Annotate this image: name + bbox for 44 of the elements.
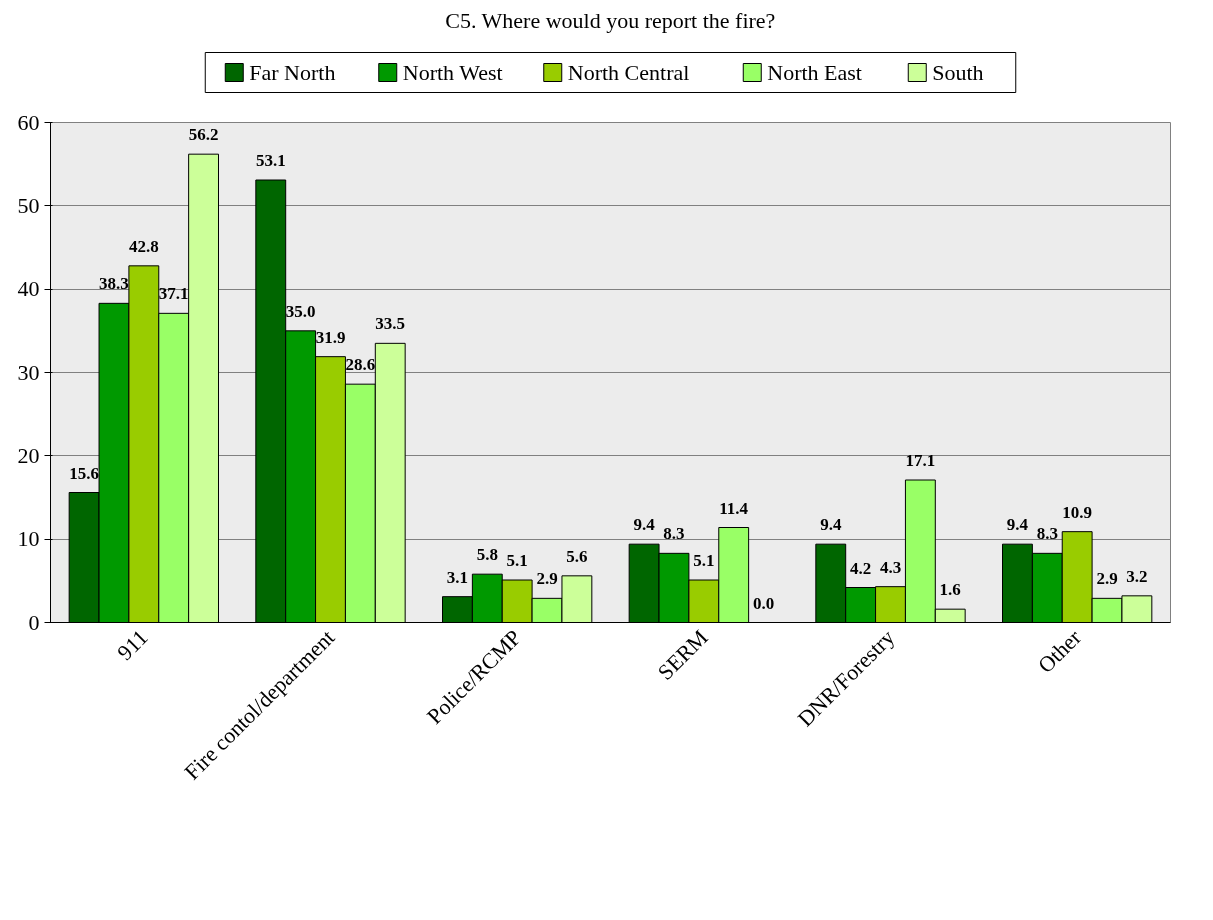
legend-label: South [932,60,984,85]
y-tick-label: 20 [17,442,40,468]
y-tick-label: 40 [17,276,40,302]
legend-label: North Central [567,60,690,85]
text: 4.2 [850,558,872,578]
text: 33.5 [375,314,406,334]
text: 8.3 [1036,524,1058,544]
text: 3.1 [446,567,469,587]
text: 56.2 [188,125,219,145]
y-tick-label: 0 [28,609,40,635]
text: 9.4 [1006,515,1029,535]
chart-title: C5. Where would you report the fire? [445,7,776,33]
y-tick-label: 10 [17,526,40,552]
text: 37.1 [158,284,189,304]
legend-label: Far North [249,60,336,85]
text: 28.6 [345,355,376,375]
text: 17.1 [905,451,936,470]
text: 5.1 [693,551,715,570]
text: 15.6 [69,463,99,483]
y-tick-label: 60 [17,109,40,135]
text: 5.6 [566,546,588,566]
text: 2.9 [1096,569,1118,589]
text: 35.0 [285,301,316,321]
text: 3.2 [1126,566,1148,586]
text: 4.3 [879,557,902,577]
text: 2.9 [536,569,558,589]
x-tick-label: 911 [112,624,153,666]
text: 10.9 [1062,502,1093,522]
text: 0.0 [752,593,775,613]
text: 42.8 [128,236,159,256]
text: 8.3 [663,524,685,544]
text: 9.4 [633,515,655,535]
text: 5.8 [476,545,498,565]
y-tick-label: 50 [17,192,40,218]
text: 5.1 [506,551,528,570]
text: 11.4 [719,498,749,518]
text: 53.1 [255,151,286,170]
text: 1.6 [939,580,961,600]
text: 38.3 [99,274,129,294]
text: 9.4 [820,515,842,535]
legend-label: North East [767,60,862,85]
text: 31.9 [315,327,346,347]
y-tick-label: 30 [17,359,40,385]
legend-label: North West [402,60,503,85]
